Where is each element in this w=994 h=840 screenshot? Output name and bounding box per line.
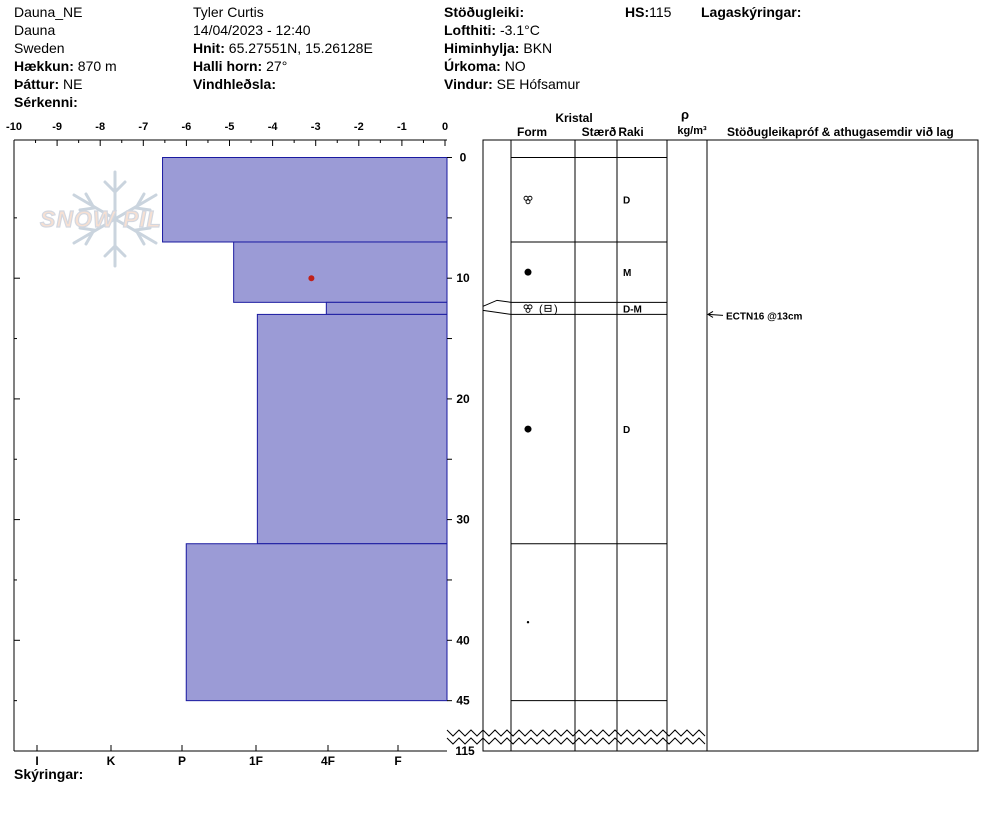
header-col3: Stöðugleiki: Lofthiti: -3.1°C Himinhylja… [444,3,580,93]
form-header: Form [517,125,547,139]
air-temperature: Lofthiti: -3.1°C [444,22,540,38]
stability-test-annotations: ECTN16 @13cm [707,310,803,322]
hardness-bar-2 [325,301,448,315]
depth-bottom-label: 115 [455,744,475,758]
observer-name: Tyler Curtis [193,4,264,20]
depth-label-1: 10 [456,271,470,285]
temp-tick-label-10: 0 [442,121,448,133]
hardness-label-5: F [394,754,401,768]
hardness-label-0: I [35,754,38,768]
depth-label-2: 20 [456,392,470,406]
hardness-ticks: I K P 1F 4F F [35,745,402,768]
crystal-header: Kristal [555,111,592,125]
dendrite-icon [523,304,533,313]
slope-angle: Halli horn: 27° [193,58,288,74]
dendrite-icon [523,195,533,205]
wind: Vindur: SE Hófsamur [444,76,580,92]
layer-table: Kristal Form Stærð Raki ρ kg/m³ Stöðugle… [482,107,979,752]
features: Sérkenni: [14,94,78,110]
table-border [482,139,979,752]
layer-notes-label: Lagaskýringar: [701,4,802,20]
rho-header: ρ [681,107,689,122]
temp-tick-label-1: -9 [52,121,62,133]
table-rows: D M () D-M D [482,157,667,702]
temp-tick-label-7: -3 [311,121,321,133]
svg-text:(: ( [539,303,543,315]
snowflake-icon [72,170,158,268]
moisture-value-3: D [623,425,630,436]
hardness-bar-0 [162,157,448,243]
hardness-label-4: 4F [321,754,335,768]
temp-tick-label-6: -4 [268,121,279,133]
connector-1 [482,299,512,307]
temp-tick-label-4: -6 [182,121,192,133]
round-icon [524,268,532,276]
hardness-label-2: P [178,754,186,768]
svg-text:): ) [554,303,558,315]
density-unit-header: kg/m³ [677,125,707,137]
temp-tick-label-3: -7 [138,121,148,133]
test-label-0: ECTN16 @13cm [726,311,803,322]
depth-label-0: 0 [460,151,467,165]
test-arrow-0 [707,313,724,316]
hardness-bars [162,157,448,702]
tests-header: Stöðugleikapróf & athugasemdir við lag [727,125,954,139]
stability: Stöðugleiki: [444,4,525,20]
wind-loading: Vindhleðsla: [193,76,276,92]
test-arrow-head-0 [707,310,714,318]
header-col1: Dauna_NE Dauna Sweden Hækkun: 870 m Þátt… [14,3,117,111]
area-name: Dauna [14,22,56,38]
site-name: Dauna_NE [14,4,83,20]
sky-cover: Himinhylja: BKN [444,40,553,56]
snow-height: HS:115 [625,4,672,20]
depth-label-4: 40 [456,633,470,647]
precipitation: Úrkoma: NO [444,58,526,74]
moisture-value-2: D-M [623,304,642,315]
hardness-label-1: K [107,754,116,768]
connector-2 [482,309,512,315]
depth-label-5: 45 [456,694,470,708]
round-icon [524,425,532,433]
aspect: Þáttur: NE [14,76,83,92]
zigzag-center-1 [446,729,484,737]
temp-tick-label-0: -10 [6,121,22,133]
axis-break [446,729,706,745]
hardness-label-3: 1F [249,754,263,768]
hardness-bar-4 [185,543,448,702]
moisture-value-0: D [623,196,630,207]
temp-tick-label-9: -1 [397,121,407,133]
zigzag-table-1 [482,729,706,737]
moisture-header: Raki [618,125,643,139]
temp-point-0 [308,275,315,282]
temp-tick-label-8: -2 [354,121,364,133]
temp-tick-label-5: -5 [225,121,235,133]
temperature-profile [308,275,315,282]
elevation: Hækkun: 870 m [14,58,117,74]
hardness-bar-3 [256,313,448,545]
left-depth-ticks [14,217,20,702]
country-name: Sweden [14,40,65,56]
temperature-ticks: -10 -9 -8 -7 -6 -5 -4 -3 -2 -1 0 [6,121,448,146]
layer-connectors [482,299,512,315]
moisture-value-1: M [623,268,631,279]
depth-labels: 0 10 20 30 40 45 115 [447,151,475,758]
hardness-bar-1 [233,241,448,303]
zigzag-table-2 [482,737,706,745]
zigzag-center-2 [446,737,484,745]
temp-tick-label-2: -8 [95,121,105,133]
coordinates: Hnit: 65.27551N, 15.26128E [193,40,373,56]
dot-icon [526,620,530,624]
observation-datetime: 14/04/2023 - 12:40 [193,22,311,38]
header-col2: Tyler Curtis 14/04/2023 - 12:40 Hnit: 65… [193,3,373,93]
size-header: Stærð [582,125,617,139]
depth-label-3: 30 [456,513,470,527]
facet-icon: () [539,303,558,315]
footer-notes-label: Skýringar: [14,766,84,782]
